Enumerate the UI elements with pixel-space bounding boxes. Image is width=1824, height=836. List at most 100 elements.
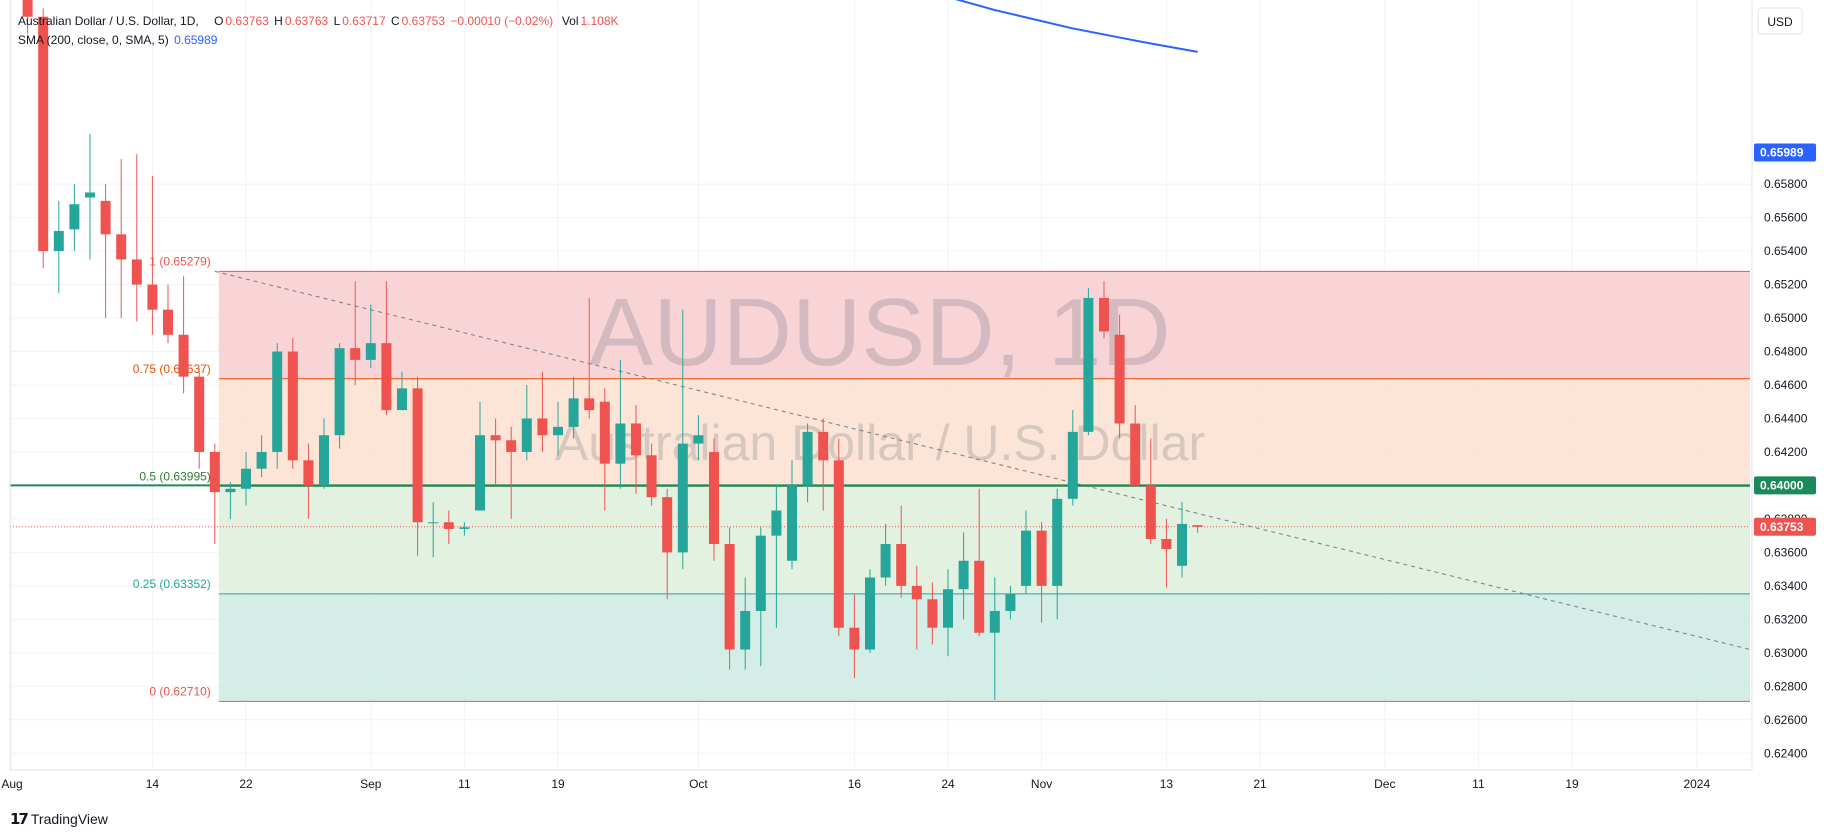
fib-level-label: 1 (0.65279) xyxy=(149,254,210,268)
high-value: 0.63763 xyxy=(284,14,329,28)
currency-label: USD xyxy=(1767,15,1793,29)
candle-body xyxy=(1161,539,1172,550)
candle-body xyxy=(53,231,64,252)
candle-body xyxy=(1067,431,1078,499)
candle-body xyxy=(131,259,142,285)
candle-body xyxy=(1021,530,1031,586)
candle-body xyxy=(1099,297,1109,332)
candle-body xyxy=(194,376,205,452)
x-tick-label: Nov xyxy=(1031,777,1052,791)
candle-body xyxy=(1005,594,1016,611)
price-axis-bg xyxy=(1753,0,1824,836)
candle-body xyxy=(646,455,657,498)
candle-body xyxy=(1083,297,1094,432)
y-tick-label: 0.64400 xyxy=(1764,411,1808,425)
candle-body xyxy=(443,522,454,529)
fib-zone xyxy=(218,271,1750,379)
candle-body xyxy=(256,451,267,469)
hline-badge-label: 0.64000 xyxy=(1760,478,1804,492)
candle-body xyxy=(865,577,875,650)
sma-label: SMA (200, close, 0, SMA, 5) xyxy=(18,33,169,47)
currency-box xyxy=(1757,7,1803,35)
y-tick-label: 0.64800 xyxy=(1764,345,1808,359)
candle-body xyxy=(38,16,49,252)
watermark-symbol: AUDUSD, 1D xyxy=(589,279,1170,386)
y-tick-label: 0.65200 xyxy=(1764,278,1808,292)
x-tick-label: 11 xyxy=(458,777,471,791)
candle-body xyxy=(1052,498,1063,586)
candle-body xyxy=(802,431,813,486)
candle-body xyxy=(521,418,532,452)
candle-body xyxy=(584,398,595,411)
candle-body xyxy=(412,388,423,523)
x-tick-label: 22 xyxy=(239,777,253,791)
x-tick-label: 19 xyxy=(1565,777,1579,791)
x-tick-label: 13 xyxy=(1160,777,1174,791)
candle-body xyxy=(677,443,688,553)
y-tick-label: 0.62600 xyxy=(1764,713,1808,727)
low-value: 0.63717 xyxy=(342,14,386,28)
y-tick-label: 0.65600 xyxy=(1764,211,1808,225)
candle-body xyxy=(428,522,439,524)
x-tick-label: 2024 xyxy=(1683,777,1710,791)
candle-body xyxy=(365,343,376,360)
fib-level-label: 0.5 (0.63995) xyxy=(139,469,210,483)
x-tick-label: 24 xyxy=(941,777,955,791)
sma-badge-label: 0.65989 xyxy=(1760,145,1804,159)
tradingview-logo-icon: 𝟭𝟳 xyxy=(10,811,29,828)
y-tick-label: 0.62800 xyxy=(1764,679,1808,693)
candle-body xyxy=(459,527,470,529)
candle-body xyxy=(1145,485,1156,539)
x-tick-label: Dec xyxy=(1374,777,1395,791)
fib-zone xyxy=(218,378,1750,487)
candle-body xyxy=(490,435,501,441)
x-tick-label: Sep xyxy=(360,777,382,791)
y-tick-label: 0.63400 xyxy=(1764,579,1808,593)
candle-body xyxy=(740,610,751,650)
x-tick-label: 14 xyxy=(146,777,160,791)
y-tick-label: 0.63200 xyxy=(1764,612,1808,626)
candle-body xyxy=(755,535,766,611)
fib-level-label: 0.75 (0.64637) xyxy=(133,362,211,376)
open-value: 0.63763 xyxy=(225,14,269,28)
volume-value: 1.108K xyxy=(580,14,619,28)
open-label: O xyxy=(214,14,224,28)
candle-body xyxy=(662,497,673,553)
candle-body xyxy=(100,200,111,235)
candle-body xyxy=(22,0,33,17)
symbol-title: Australian Dollar / U.S. Dollar, 1D, xyxy=(18,14,199,28)
x-tick-label: Aug xyxy=(1,777,22,791)
close-label: C xyxy=(390,14,400,28)
candle-body xyxy=(537,418,548,436)
candle-body xyxy=(553,426,563,436)
fib-zone xyxy=(218,593,1750,702)
y-tick-label: 0.63600 xyxy=(1764,545,1808,559)
y-tick-label: 0.64600 xyxy=(1764,378,1808,392)
chart-legend: Australian Dollar / U.S. Dollar, 1D, O 0.… xyxy=(18,12,621,50)
candle-body xyxy=(927,599,938,628)
candle-body xyxy=(974,560,985,633)
candle-body xyxy=(397,388,407,411)
tradingview-brand[interactable]: 𝟭𝟳 TradingView xyxy=(10,810,108,828)
x-tick-label: 11 xyxy=(1472,777,1485,791)
candle-body xyxy=(209,451,220,493)
candle-body xyxy=(178,334,189,377)
candle-body xyxy=(287,351,298,461)
candle-body xyxy=(787,485,797,561)
y-tick-label: 0.65400 xyxy=(1764,244,1808,258)
watermark-name: Australian Dollar / U.S. Dollar xyxy=(555,415,1205,471)
change-value: −0.00010 (−0.02%) xyxy=(450,14,554,28)
volume-label: Vol xyxy=(561,14,579,28)
candle-body xyxy=(69,204,80,230)
candle-body xyxy=(709,451,719,545)
candle-body xyxy=(506,440,517,452)
candle-body xyxy=(381,343,392,411)
candle-body xyxy=(568,398,579,427)
candle-body xyxy=(147,284,158,310)
candle-body xyxy=(724,544,735,650)
y-tick-label: 0.65800 xyxy=(1764,177,1808,191)
candle-body xyxy=(896,544,907,586)
candle-body xyxy=(818,431,829,461)
candle-body xyxy=(163,309,173,335)
